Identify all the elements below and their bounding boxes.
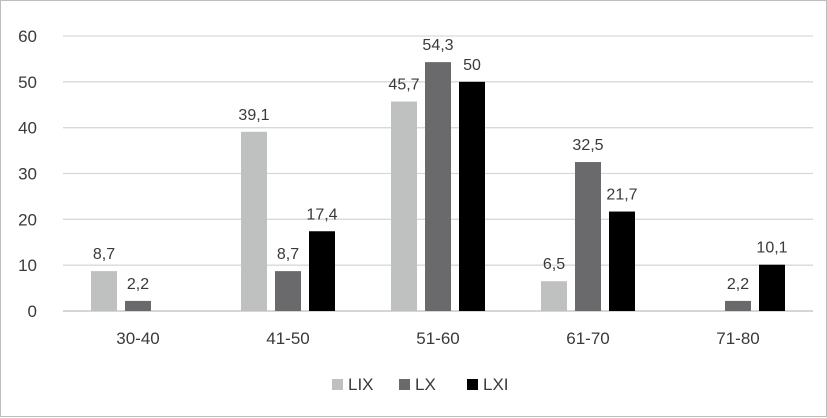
data-label: 54,3 (422, 37, 453, 54)
data-label: 2,2 (727, 276, 749, 293)
bar-lxi-41-50 (309, 231, 335, 311)
bar-lix-41-50 (241, 131, 267, 311)
y-tick-label: 50 (18, 73, 37, 92)
x-tick-label: 71-80 (716, 329, 759, 348)
bar-lx-51-60 (425, 62, 451, 311)
data-label: 2,2 (127, 276, 149, 293)
bar-lx-61-70 (575, 162, 601, 311)
legend-label-lxi: LXI (483, 375, 509, 394)
data-label: 8,7 (277, 246, 299, 263)
bar-lxi-71-80 (759, 264, 785, 311)
y-tick-label: 0 (28, 302, 37, 321)
legend: LIX LX LXI (332, 375, 509, 394)
data-label: 50 (463, 57, 481, 74)
y-axis-tick-labels: 0 10 20 30 40 50 60 (18, 27, 37, 321)
legend-label-lix: LIX (348, 375, 374, 394)
x-tick-label: 51-60 (416, 329, 459, 348)
legend-swatch-lxi (467, 379, 478, 390)
data-label: 21,7 (606, 187, 637, 204)
y-tick-label: 20 (18, 210, 37, 229)
bar-lx-71-80 (725, 300, 751, 311)
data-label: 32,5 (572, 137, 603, 154)
y-tick-label: 30 (18, 165, 37, 184)
legend-swatch-lx (399, 379, 410, 390)
bars (91, 62, 785, 312)
data-label: 39,1 (238, 107, 269, 124)
data-label: 45,7 (388, 77, 419, 94)
bar-lix-30-40 (91, 271, 117, 311)
y-tick-label: 40 (18, 119, 37, 138)
data-label: 6,5 (543, 256, 565, 273)
bar-lx-41-50 (275, 271, 301, 311)
data-label: 8,7 (93, 246, 115, 263)
x-tick-label: 41-50 (266, 329, 309, 348)
bar-lix-61-70 (541, 281, 567, 311)
bar-lxi-61-70 (609, 211, 635, 311)
y-tick-label: 60 (18, 27, 37, 46)
y-tick-label: 10 (18, 256, 37, 275)
x-tick-label: 61-70 (566, 329, 609, 348)
legend-label-lx: LX (415, 375, 436, 394)
bar-lx-30-40 (125, 300, 151, 311)
bar-lix-51-60 (391, 101, 417, 312)
data-label: 17,4 (306, 206, 337, 223)
x-axis-tick-labels: 30-40 41-50 51-60 61-70 71-80 (116, 329, 759, 348)
data-labels: 8,7 2,2 39,1 8,7 17,4 45,7 54,3 50 6,5 32,5 21,7 2,… (93, 37, 788, 293)
x-tick-label: 30-40 (116, 329, 159, 348)
data-label: 10,1 (756, 240, 787, 257)
bar-lxi-51-60 (459, 81, 485, 311)
legend-swatch-lix (332, 379, 343, 390)
